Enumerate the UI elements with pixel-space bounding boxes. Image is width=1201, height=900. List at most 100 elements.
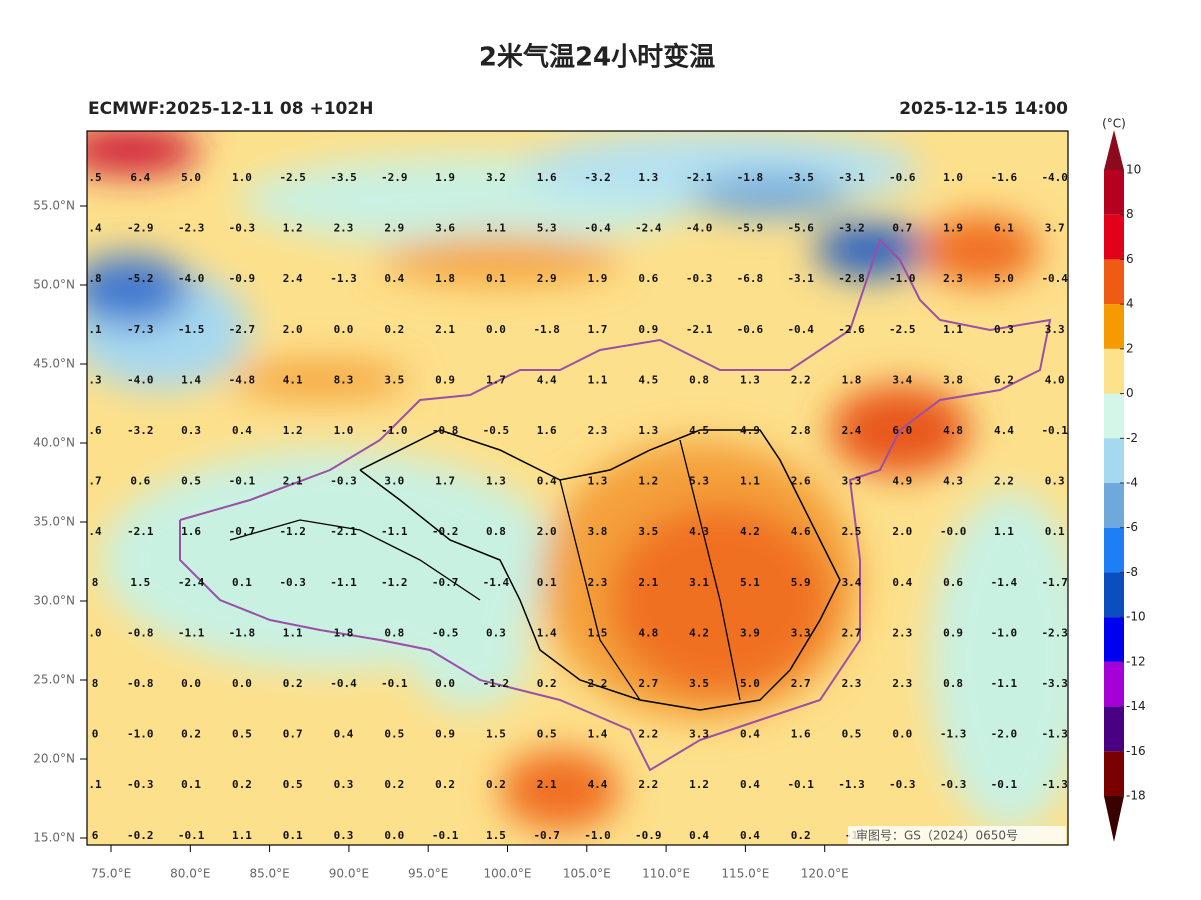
grid-value: 1.4	[181, 373, 201, 386]
grid-value: -1.0	[991, 626, 1018, 639]
lon-label: 115.0°E	[721, 867, 769, 881]
grid-value: 4.2	[740, 525, 760, 538]
grid-value: 0.2	[384, 323, 404, 336]
grid-value: 2.3	[588, 576, 608, 589]
grid-value: 1.5	[588, 626, 608, 639]
grid-value: -5.6	[787, 222, 814, 235]
grid-value: -3.5	[330, 171, 357, 184]
grid-value: .0	[88, 626, 101, 639]
grid-value: -0.3	[127, 778, 154, 791]
grid-value: 4.4	[994, 424, 1014, 437]
grid-value: -1.1	[178, 626, 205, 639]
grid-value: -0.5	[483, 424, 510, 437]
colorbar-band	[1104, 706, 1124, 752]
grid-value: 0.5	[537, 728, 557, 741]
grid-value: 4.4	[588, 778, 608, 791]
grid-value: 8	[92, 576, 99, 589]
grid-value: 2.4	[842, 424, 862, 437]
lat-label: 20.0°N	[33, 752, 75, 766]
grid-value: -2.5	[889, 323, 916, 336]
grid-value: .7	[88, 475, 101, 488]
grid-value: .4	[88, 222, 102, 235]
grid-value: -3.3	[1041, 677, 1068, 690]
grid-value: -1.4	[483, 576, 510, 589]
grid-value: -0.1	[1041, 424, 1068, 437]
grid-value: 0.9	[435, 728, 455, 741]
grid-value: 0.5	[181, 475, 201, 488]
grid-value: -0.3	[279, 576, 306, 589]
grid-value: 0.4	[740, 778, 760, 791]
grid-value: 1.1	[994, 525, 1014, 538]
grid-value: 1.3	[486, 475, 506, 488]
grid-value: -2.1	[127, 525, 154, 538]
grid-value: 1.8	[435, 272, 455, 285]
grid-value: 0.2	[181, 728, 201, 741]
grid-value: 3.8	[588, 525, 608, 538]
grid-value: -4.0	[178, 272, 205, 285]
grid-value: 4.8	[943, 424, 963, 437]
grid-value: -6.8	[737, 272, 764, 285]
grid-value: 0.0	[232, 677, 252, 690]
grid-value: .8	[88, 272, 101, 285]
grid-value: .5	[88, 171, 101, 184]
grid-value: 1.6	[791, 728, 811, 741]
colorbar-label: -10	[1126, 610, 1146, 624]
colorbar-band	[1104, 214, 1124, 260]
colorbar-band	[1104, 348, 1124, 394]
colorbar-label: -18	[1126, 789, 1146, 803]
grid-value: .1	[88, 323, 102, 336]
grid-value: -4.8	[229, 373, 256, 386]
grid-value: 0.8	[943, 677, 963, 690]
grid-value: 2.2	[638, 728, 658, 741]
grid-value: 1.1	[486, 222, 506, 235]
grid-value: 0.4	[892, 576, 912, 589]
grid-value: 5.9	[791, 576, 811, 589]
grid-value: .3	[88, 373, 101, 386]
grid-value: 2.0	[283, 323, 303, 336]
grid-value: 2.1	[638, 576, 658, 589]
grid-value: -3.2	[584, 171, 611, 184]
grid-value: 0.3	[486, 626, 506, 639]
grid-value: -0.4	[584, 222, 611, 235]
colorbar-band	[1104, 661, 1124, 707]
grid-value: 2.9	[537, 272, 557, 285]
grid-value: 1.9	[588, 272, 608, 285]
grid-value: -1.3	[838, 778, 865, 791]
grid-value: 0.4	[689, 829, 709, 842]
grid-value: -1.1	[330, 576, 357, 589]
grid-value: -2.1	[686, 323, 713, 336]
grid-value: -1.3	[1041, 728, 1068, 741]
grid-value: 0.3	[181, 424, 201, 437]
grid-value: -2.4	[635, 222, 662, 235]
grid-value: 1.1	[232, 829, 252, 842]
grid-value: 1.4	[537, 626, 557, 639]
colorbar-label: 6	[1126, 252, 1134, 266]
grid-value: 4.2	[689, 626, 709, 639]
lon-label: 110.0°E	[642, 867, 690, 881]
grid-value: 2.1	[537, 778, 557, 791]
grid-value: -3.1	[787, 272, 814, 285]
grid-value: 8	[92, 677, 99, 690]
grid-value: 0.7	[283, 728, 303, 741]
grid-value: -3.5	[787, 171, 814, 184]
grid-value: 2.0	[892, 525, 912, 538]
grid-value: 1.6	[181, 525, 201, 538]
grid-value: 0.2	[791, 829, 811, 842]
grid-value: -2.7	[229, 323, 256, 336]
grid-value: 3.3	[689, 728, 709, 741]
approval-number: 审图号：GS（2024）0650号	[856, 828, 1018, 843]
grid-value: -1.0	[584, 829, 611, 842]
grid-value: 0.2	[486, 778, 506, 791]
grid-value: 4.3	[689, 525, 709, 538]
grid-value: 3.4	[892, 373, 912, 386]
grid-value: -1.6	[991, 171, 1018, 184]
grid-value: 0	[92, 728, 99, 741]
grid-value: 1.2	[283, 424, 303, 437]
grid-value: 4.3	[943, 475, 963, 488]
grid-value: 0.8	[689, 373, 709, 386]
grid-value: -0.7	[432, 576, 459, 589]
grid-value: 3.3	[791, 626, 811, 639]
grid-value: 1.0	[334, 424, 354, 437]
colorbar-label: -4	[1126, 476, 1138, 490]
